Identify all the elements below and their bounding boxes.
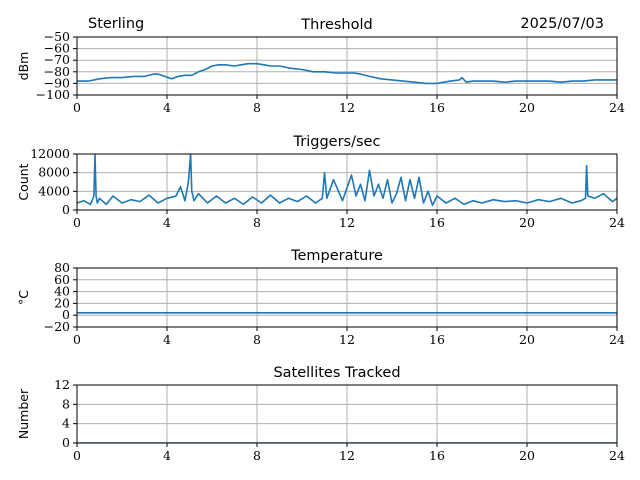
plot-frame bbox=[76, 153, 618, 211]
y-tick-label: 20 bbox=[54, 295, 70, 310]
x-tick-label: 16 bbox=[429, 100, 445, 115]
y-tick-label: 0 bbox=[62, 307, 70, 322]
y-tick-label: 80 bbox=[54, 260, 70, 275]
x-tick-label: 12 bbox=[339, 332, 355, 347]
series-line bbox=[77, 62, 617, 85]
x-tick-label: 0 bbox=[73, 100, 81, 115]
x-tick-label: 8 bbox=[253, 448, 261, 463]
x-tick-label: 4 bbox=[163, 100, 171, 115]
y-tick-label: 40 bbox=[54, 284, 70, 299]
x-tick-label: 0 bbox=[73, 332, 81, 347]
y-tick-label: 8 bbox=[62, 396, 70, 411]
x-tick-label: 16 bbox=[429, 332, 445, 347]
panel-4: 0 4 8 12 16 20 24 0 4 8 12 Satellites Tracked Number bbox=[16, 365, 625, 463]
y-tick-label: 12 bbox=[54, 377, 70, 392]
x-tick-label: 8 bbox=[253, 215, 261, 230]
y-tick-label: −20 bbox=[44, 319, 70, 334]
y-tick-label: 8000 bbox=[38, 165, 70, 180]
x-tick-label: 12 bbox=[339, 100, 355, 115]
panel-2: 0 4 8 12 16 20 24 0 4000 8000 12000 Triggers/sec Cou… bbox=[16, 134, 625, 230]
x-tick-label: 20 bbox=[519, 215, 535, 230]
y-tick-label: −70 bbox=[44, 52, 70, 67]
y-axis-label: Count bbox=[16, 163, 31, 200]
x-tick-label: 4 bbox=[163, 448, 171, 463]
y-tick-label: −100 bbox=[36, 87, 70, 102]
y-axis-label: dBm bbox=[16, 52, 31, 81]
y-tick-label: 0 bbox=[62, 435, 70, 450]
x-tick-label: 24 bbox=[609, 215, 625, 230]
y-axis-label: Number bbox=[16, 388, 31, 439]
x-tick-label: 0 bbox=[73, 215, 81, 230]
y-tick-label: −60 bbox=[44, 41, 70, 56]
series-line bbox=[77, 154, 617, 207]
panel-title: Triggers/sec bbox=[293, 134, 381, 150]
station-label: Sterling bbox=[88, 16, 144, 32]
x-tick-label: 24 bbox=[609, 448, 625, 463]
x-tick-label: 20 bbox=[519, 448, 535, 463]
plot-frame bbox=[76, 267, 618, 328]
x-tick-label: 8 bbox=[253, 100, 261, 115]
x-tick-label: 20 bbox=[519, 332, 535, 347]
y-tick-label: 4 bbox=[62, 416, 70, 431]
x-tick-label: 16 bbox=[429, 215, 445, 230]
x-tick-label: 8 bbox=[253, 332, 261, 347]
panel-title: Satellites Tracked bbox=[273, 365, 400, 381]
panels: 0 4 8 12 16 20 24 −100−90−80−70−60−50 Threshold d… bbox=[16, 17, 625, 463]
y-tick-label: −80 bbox=[44, 64, 70, 79]
x-tick-label: 4 bbox=[163, 332, 171, 347]
x-tick-label: 24 bbox=[609, 332, 625, 347]
x-tick-label: 20 bbox=[519, 100, 535, 115]
y-tick-label: 60 bbox=[54, 272, 70, 287]
y-tick-label: 0 bbox=[62, 202, 70, 217]
x-tick-label: 12 bbox=[339, 215, 355, 230]
x-tick-label: 4 bbox=[163, 215, 171, 230]
date-label: 2025/07/03 bbox=[520, 16, 604, 32]
x-tick-label: 0 bbox=[73, 448, 81, 463]
y-tick-label: 4000 bbox=[38, 183, 70, 198]
y-axis-label: °C bbox=[16, 290, 31, 305]
x-tick-label: 24 bbox=[609, 100, 625, 115]
x-tick-label: 12 bbox=[339, 448, 355, 463]
plot-frame bbox=[76, 36, 618, 96]
panel-1: 0 4 8 12 16 20 24 −100−90−80−70−60−50 Threshold d… bbox=[16, 17, 625, 115]
y-tick-label: 12000 bbox=[30, 146, 70, 161]
y-tick-label: −90 bbox=[44, 75, 70, 90]
x-tick-label: 16 bbox=[429, 448, 445, 463]
panel-title: Temperature bbox=[290, 248, 383, 264]
y-tick-label: −50 bbox=[44, 29, 70, 44]
panel-title: Threshold bbox=[300, 17, 372, 33]
plot-frame bbox=[76, 384, 618, 444]
